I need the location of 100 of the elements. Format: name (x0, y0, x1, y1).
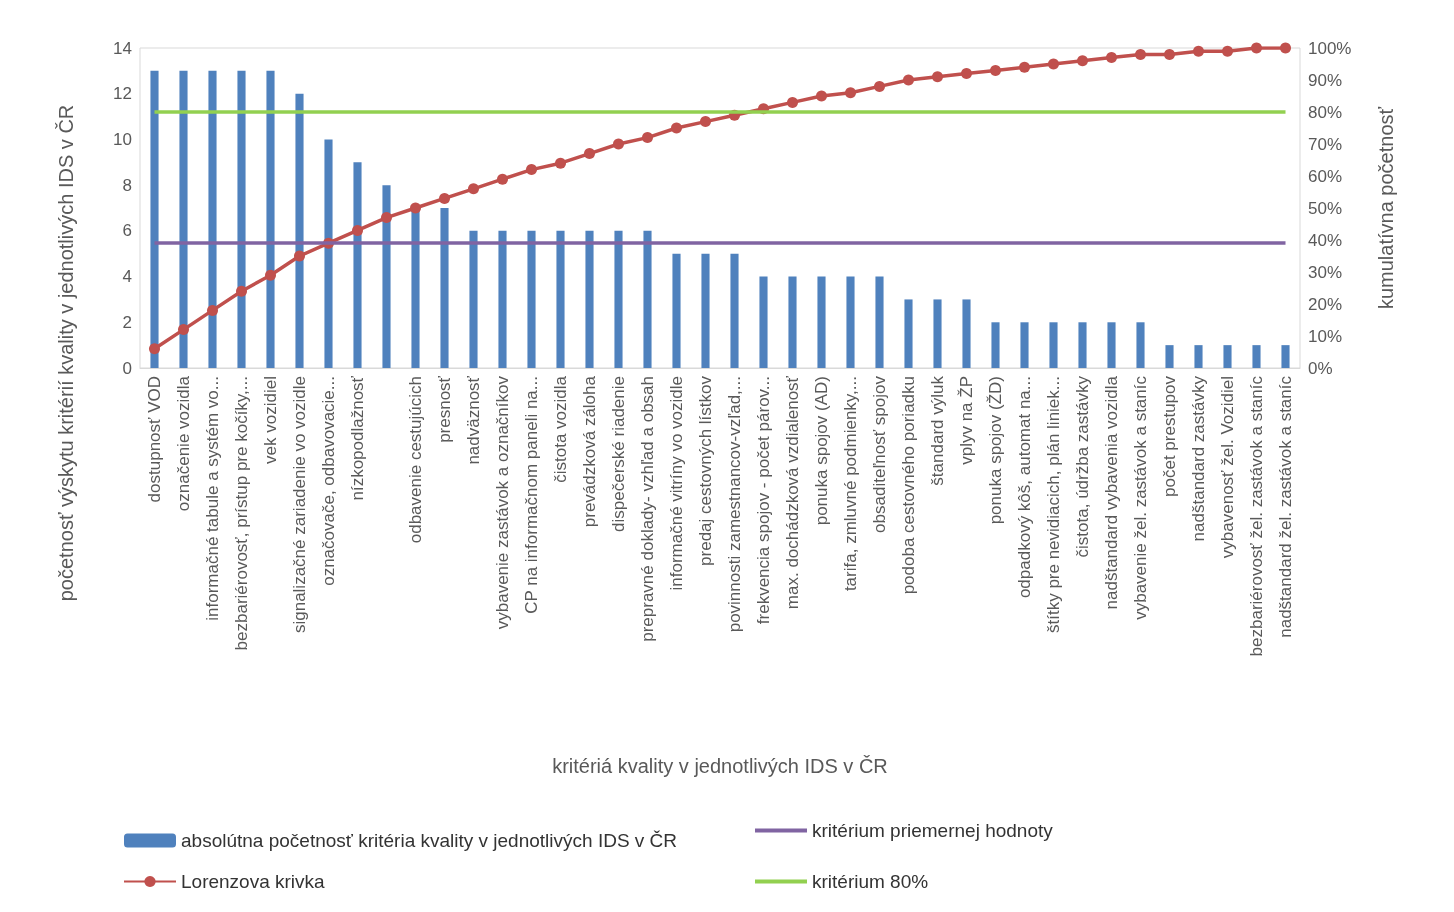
y2-tick-label: 100% (1308, 38, 1352, 58)
bar (469, 230, 478, 368)
point (700, 116, 711, 128)
bar (1281, 345, 1290, 368)
bar (1194, 345, 1203, 368)
x-axis-title: kritériá kvality v jednotlivých IDS v ČR (552, 755, 888, 777)
y2-tick-label: 20% (1308, 294, 1343, 314)
bar (382, 185, 391, 368)
x-tick-label: nadštandard vybavenia vozidla (1102, 375, 1121, 610)
x-tick-label: štítky pre nevidiacich, plán liniek... (1044, 376, 1063, 634)
point (613, 138, 624, 150)
x-tick-label: odbavenie cestujúcich (406, 376, 425, 544)
point (961, 68, 972, 80)
x-tick-label: prevádzková záloha (580, 375, 599, 528)
x-tick-label: frekvencia spojov - počet párov... (754, 376, 773, 625)
point (1280, 42, 1291, 54)
y2-tick-label: 90% (1308, 70, 1343, 90)
x-tick-label: podoba cestovného poriadku (899, 376, 918, 595)
bar (1223, 345, 1232, 368)
y2-tick-label: 50% (1308, 198, 1343, 218)
point (1193, 45, 1204, 57)
point (1077, 55, 1088, 67)
point (1019, 61, 1030, 73)
x-tick-label: odpadkový kôš, automat na... (1015, 376, 1034, 599)
x-tick-label: označenie vozidla (174, 375, 193, 512)
bar (266, 70, 275, 368)
x-tick-label: štandard výluk (928, 375, 947, 486)
bar (324, 139, 333, 368)
legend-label: absolútna početnosť kritéria kvality v jednotlivých IDS v ČR (181, 830, 678, 851)
point (207, 304, 218, 316)
bar (904, 299, 913, 368)
point (468, 183, 479, 195)
bar (846, 276, 855, 368)
y-tick-label: 2 (122, 312, 132, 332)
y-tick-label: 14 (113, 38, 132, 58)
bar (817, 276, 826, 368)
x-tick-label: tarifa, zmluvné podmienky,... (841, 376, 860, 592)
x-tick-label: vybavenosť žel. Vozidiel (1218, 376, 1237, 559)
y2-tick-label: 60% (1308, 166, 1343, 186)
point (990, 64, 1001, 76)
legend-label: Lorenzova krivka (181, 871, 326, 892)
bar (962, 299, 971, 368)
y-tick-label: 10 (113, 129, 132, 149)
x-tick-label: povinnosti zamestnancov-vzľad,... (725, 376, 744, 633)
x-tick-label: nadväznosť (464, 375, 483, 465)
point (265, 269, 276, 281)
x-tick-label: vybavenie zastávok a označníkov (493, 375, 512, 630)
bar (672, 253, 681, 368)
y2-tick-label: 0% (1308, 358, 1333, 378)
point (1164, 48, 1175, 60)
point (149, 343, 160, 355)
point (439, 192, 450, 204)
point (1251, 42, 1262, 54)
bar (556, 230, 565, 368)
bar (179, 70, 188, 368)
bar (1078, 322, 1087, 368)
x-tick-label: počet prestupov (1160, 375, 1179, 497)
y-tick-label: 6 (122, 221, 132, 241)
bar (933, 299, 942, 368)
x-tick-label: nízkopodlažnosť (348, 375, 367, 501)
x-tick-label: čistota vozidla (551, 375, 570, 483)
bar (150, 70, 159, 368)
point (903, 74, 914, 86)
x-tick-label: max. dochádzková vzdialenosť (783, 375, 802, 610)
bar (701, 253, 710, 368)
legend-label: kritérium 80% (812, 871, 929, 892)
point (352, 224, 363, 236)
point (294, 250, 305, 262)
point (787, 96, 798, 108)
point (874, 80, 885, 92)
point (1222, 45, 1233, 57)
bar (614, 230, 623, 368)
x-tick-label: ponuka spojov (AD) (812, 376, 831, 526)
bar (1165, 345, 1174, 368)
y2-tick-label: 10% (1308, 326, 1343, 346)
bar (759, 276, 768, 368)
bar (730, 253, 739, 368)
point (555, 157, 566, 169)
x-tick-label: dispečerské riadenie (609, 376, 628, 532)
point (1106, 52, 1117, 64)
y2-tick-label: 80% (1308, 102, 1343, 122)
y-axis-title: početnosť výskytu kritérií kvality v jednotlivých IDS v ČR (55, 104, 77, 602)
point (671, 122, 682, 134)
point (845, 87, 856, 99)
y-tick-label: 0 (122, 358, 132, 378)
bar (1020, 322, 1029, 368)
y2-axis-title: kumulatívna početnosť (1375, 106, 1397, 310)
x-tick-label: ponuka spojov (ŽD) (986, 376, 1005, 525)
point (178, 324, 189, 336)
bar (788, 276, 797, 368)
x-tick-label: vybavenie žel. zastávok a staníc (1131, 375, 1150, 620)
bar (498, 230, 507, 368)
x-tick-label: prepravné doklady- vzhľad a obsah (638, 376, 657, 642)
x-tick-label: označovače, odbavovacie... (319, 376, 338, 586)
bar (875, 276, 884, 368)
bar (353, 162, 362, 368)
x-tick-label: vek vozidiel (261, 376, 280, 464)
bar (643, 230, 652, 368)
point (497, 173, 508, 185)
x-tick-label: bezbariérovosť žel. zastávok a staníc (1247, 375, 1266, 657)
